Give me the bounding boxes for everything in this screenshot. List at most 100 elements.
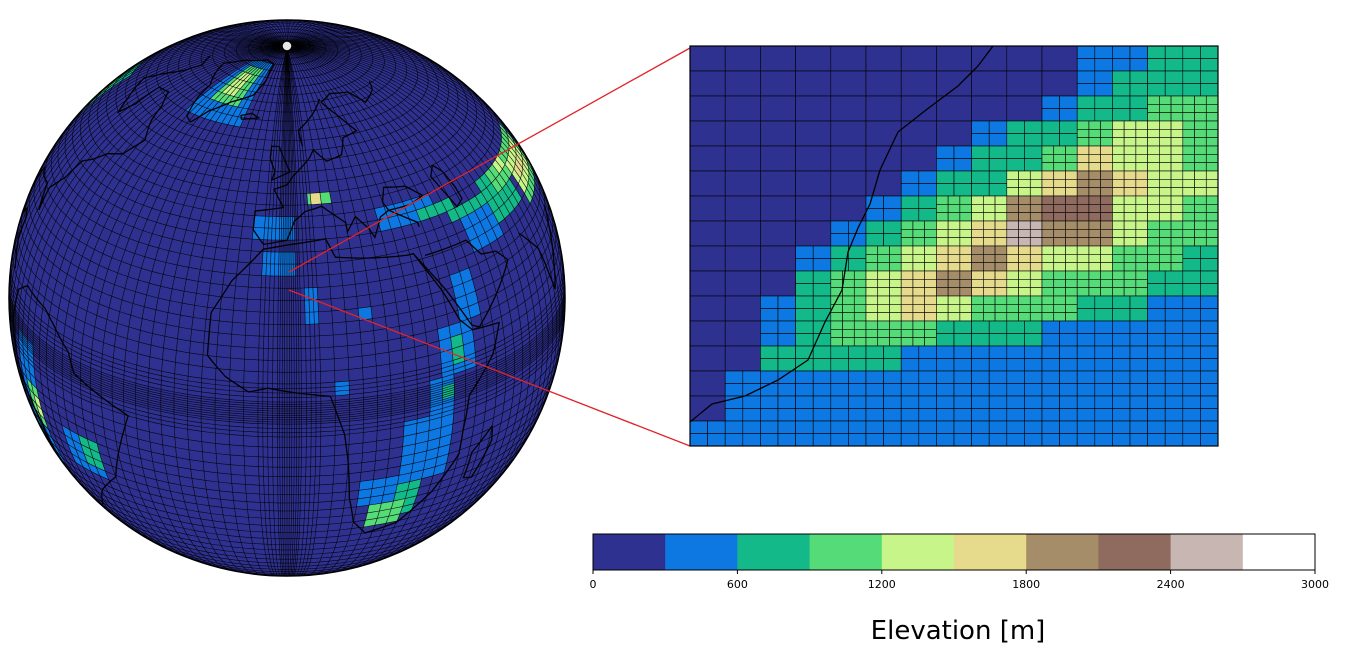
colorbar-title: Elevation [m] [870, 616, 1046, 646]
inset-elevation-cell [1018, 262, 1031, 272]
inset-elevation-cell [848, 258, 867, 272]
inset-elevation-cell [1147, 220, 1160, 230]
inset-elevation-cell [1041, 408, 1060, 422]
inset-elevation-cell [959, 295, 972, 305]
inset-elevation-cell [1076, 408, 1096, 422]
inset-elevation-cell [1123, 229, 1137, 238]
inset-elevation-cell [1100, 187, 1113, 197]
inset-elevation-cell [1029, 204, 1043, 213]
globe-elevation-cell [430, 388, 443, 395]
inset-elevation-cell [1053, 245, 1066, 255]
inset-elevation-cell [953, 395, 972, 409]
inset-elevation-cell [830, 270, 843, 280]
inset-elevation-cell [1194, 145, 1207, 155]
inset-elevation-cell [1053, 304, 1066, 313]
inset-elevation-cell [1200, 320, 1218, 334]
inset-elevation-cell [865, 287, 879, 297]
inset-elevation-cell [1076, 370, 1096, 384]
globe-elevation-cell [28, 357, 35, 368]
inset-elevation-cell [1006, 195, 1019, 205]
globe-elevation-cell [524, 188, 533, 204]
globe-elevation-cell [453, 365, 466, 375]
inset-elevation-cell [900, 254, 914, 263]
globe-elevation-cell [22, 343, 28, 354]
inset-elevation-cell [936, 204, 949, 213]
inset-elevation-cell [1159, 220, 1172, 230]
inset-elevation-cell [1006, 358, 1025, 372]
globe-elevation-cell [459, 267, 473, 284]
globe-elevation-cell [446, 207, 460, 223]
globe-elevation-cell [430, 401, 443, 408]
globe-elevation-cell [284, 264, 287, 277]
globe-grid-line [82, 42, 288, 110]
globe-elevation-cell [453, 356, 465, 365]
inset-elevation-cell [877, 295, 890, 305]
globe-grid-line [187, 45, 288, 573]
globe-elevation-cell [387, 215, 402, 230]
inset-elevation-cell [1006, 383, 1025, 397]
globe-elevation-cell [481, 187, 493, 203]
inset-elevation-cell [924, 329, 937, 338]
inset-elevation-cell [1094, 370, 1113, 384]
inset-elevation-cell [1205, 204, 1218, 213]
inset-elevation-cell [1205, 229, 1218, 238]
globe-grid-line [286, 45, 524, 528]
inset-elevation-cell [971, 287, 984, 297]
inset-elevation-cell [1029, 212, 1043, 222]
globe-elevation-cell [416, 420, 430, 434]
inset-elevation-cell [1053, 295, 1066, 305]
inset-elevation-cell [1076, 170, 1090, 180]
inset-elevation-cell [1076, 420, 1096, 434]
globe-elevation-cell [69, 429, 81, 445]
globe-elevation-cell [206, 100, 219, 110]
inset-elevation-cell [1135, 237, 1148, 247]
inset-elevation-cell [1182, 129, 1195, 138]
inset-elevation-cell [1123, 212, 1137, 222]
globe-elevation-cell [411, 460, 426, 473]
globe-elevation-cell [377, 508, 392, 519]
colorbar-segment [1170, 534, 1244, 570]
globe-elevation-cell [67, 444, 80, 459]
globe-grid-line [286, 45, 455, 562]
inset-elevation-cell [830, 320, 843, 330]
globe-elevation-cell [442, 404, 455, 413]
inset-elevation-cell [1006, 95, 1043, 122]
globe-elevation-cell [240, 81, 250, 90]
inset-elevation-cell [1112, 333, 1131, 347]
inset-elevation-cell [1200, 370, 1218, 384]
inset-elevation-cell [924, 229, 937, 238]
inset-elevation-cell [760, 245, 796, 272]
inset-elevation-cell [1147, 295, 1166, 309]
inset-elevation-cell [936, 220, 949, 230]
inset-elevation-cell [1135, 220, 1148, 230]
inset-elevation-cell [983, 237, 996, 247]
inset-elevation-cell [983, 304, 996, 313]
inset-elevation-cell [1076, 137, 1090, 147]
globe-elevation-cell [515, 148, 523, 163]
globe-grid-line [182, 32, 288, 47]
inset-elevation-cell [900, 70, 937, 97]
globe-grid-line [286, 35, 418, 53]
globe-elevation-cell [75, 449, 88, 463]
inset-elevation-cell [947, 229, 961, 238]
globe-elevation-cell [226, 77, 238, 86]
inset-elevation-cell [936, 183, 955, 197]
inset-elevation-cell [1200, 83, 1218, 97]
inset-elevation-cell [1088, 145, 1101, 155]
globe-grid-line [286, 45, 507, 542]
inset-elevation-cell [971, 95, 1008, 122]
globe-grid-line [215, 27, 288, 47]
globe-elevation-cell [492, 223, 504, 240]
inset-elevation-cell [953, 383, 972, 397]
inset-elevation-cell [971, 358, 990, 372]
inset-elevation-cell [1200, 420, 1218, 434]
inset-elevation-cell [971, 237, 984, 247]
inset-elevation-cell [971, 304, 984, 313]
inset-elevation-cell [1129, 395, 1148, 409]
globe-elevation-cell [521, 167, 529, 183]
inset-elevation-cell [812, 258, 832, 272]
globe-elevation-cell [309, 311, 315, 325]
inset-elevation-cell [1112, 320, 1131, 334]
inset-elevation-cell [724, 245, 761, 272]
globe-grid-line [286, 39, 458, 79]
